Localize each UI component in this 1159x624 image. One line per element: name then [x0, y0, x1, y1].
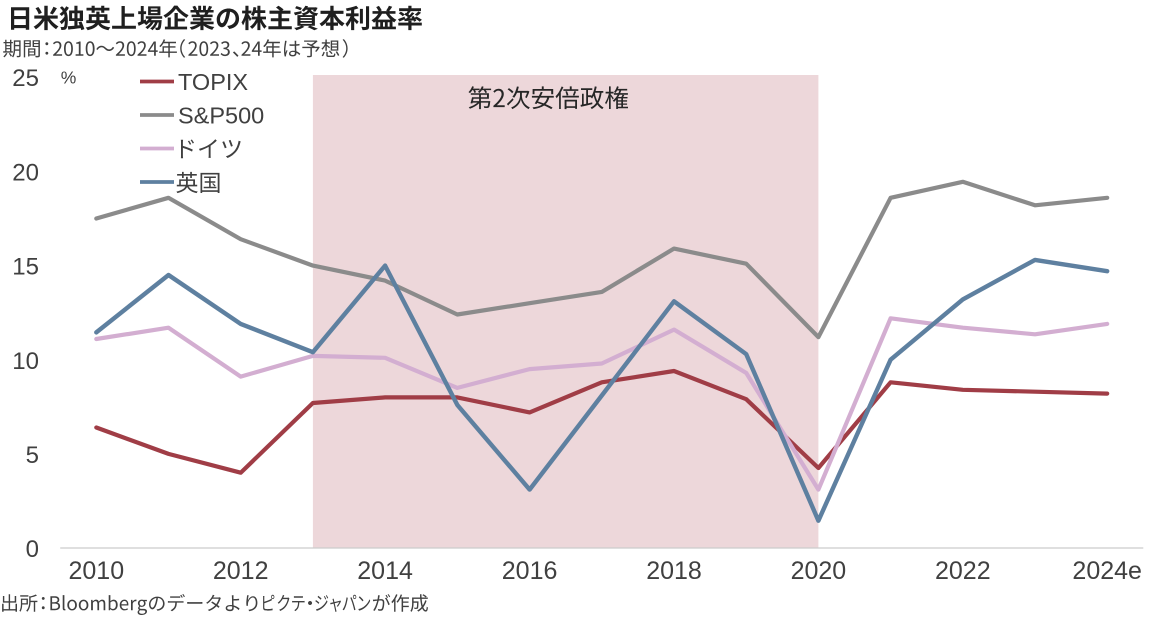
svg-text:2020: 2020 [791, 557, 847, 585]
svg-text:%: % [61, 68, 77, 88]
svg-text:2016: 2016 [502, 557, 558, 585]
svg-text:20: 20 [12, 159, 39, 186]
svg-text:2024e: 2024e [1072, 557, 1142, 585]
svg-text:2010: 2010 [68, 557, 124, 585]
svg-text:TOPIX: TOPIX [178, 69, 248, 95]
svg-text:10: 10 [12, 348, 39, 375]
svg-text:0: 0 [26, 536, 39, 563]
svg-text:2018: 2018 [646, 557, 702, 585]
svg-text:S&P500: S&P500 [178, 103, 264, 129]
svg-text:15: 15 [12, 254, 39, 281]
svg-text:2014: 2014 [357, 557, 413, 585]
svg-text:25: 25 [12, 65, 39, 92]
svg-text:2012: 2012 [213, 557, 269, 585]
svg-text:2022: 2022 [935, 557, 991, 585]
svg-text:5: 5 [26, 442, 39, 469]
